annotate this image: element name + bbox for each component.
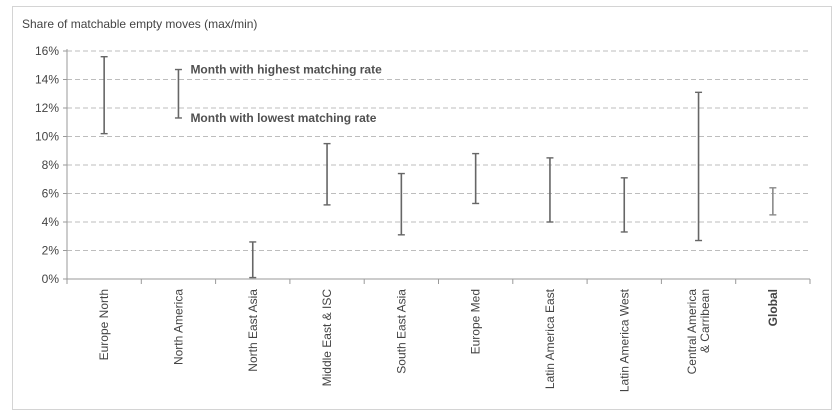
- y-tick-label: 6%: [42, 187, 60, 201]
- category-labels: Europe North North America North East Asia…: [97, 288, 780, 392]
- chart-frame: [12, 6, 832, 410]
- category-label: Europe Med: [469, 289, 483, 354]
- category-label: Global: [766, 289, 780, 326]
- category-label: Latin America East: [543, 288, 557, 389]
- category-label-line: Europe Med: [469, 289, 483, 354]
- y-tick-label: 16%: [35, 44, 59, 58]
- category-label-line: & Carribean: [698, 289, 712, 353]
- y-tick-label: 10%: [35, 130, 59, 144]
- category-label-line: Global: [766, 289, 780, 326]
- range-marks: [100, 56, 777, 279]
- gridlines: [67, 50, 810, 251]
- category-label-line: Central America: [685, 289, 699, 375]
- category-label: Europe North: [97, 289, 111, 360]
- category-label: Latin America West: [617, 288, 631, 392]
- category-label-line: South East Asia: [394, 289, 408, 374]
- category-label-line: Latin America East: [543, 288, 557, 389]
- category-label-line: Latin America West: [617, 288, 631, 392]
- y-tick-label: 0%: [42, 272, 60, 286]
- category-label-line: North America: [171, 289, 185, 365]
- axes: 0% 2% 4% 6% 8% 10% 12% 14% 16%: [35, 44, 811, 286]
- range-mark: [620, 177, 628, 233]
- category-label-line: Middle East & ISC: [320, 289, 334, 387]
- y-tick-label: 4%: [42, 215, 60, 229]
- range-mark: [174, 68, 182, 119]
- range-mark: [397, 172, 405, 236]
- range-mark: [695, 91, 703, 242]
- y-tick-label: 12%: [35, 101, 59, 115]
- chart-title: Share of matchable empty moves (max/min): [22, 17, 258, 31]
- range-mark: [472, 152, 480, 205]
- category-label: North America: [171, 289, 185, 365]
- category-label-line: Europe North: [97, 289, 111, 360]
- category-label: Middle East & ISC: [320, 289, 334, 387]
- range-mark: [546, 157, 554, 223]
- category-label: Central America& Carribean: [685, 289, 712, 375]
- y-tick-label: 8%: [42, 158, 60, 172]
- range-mark: [100, 56, 108, 135]
- y-tick-label: 2%: [42, 244, 60, 258]
- range-mark: [249, 241, 257, 279]
- category-label: North East Asia: [246, 289, 260, 372]
- annotation-label: Month with highest matching rate: [190, 63, 382, 77]
- annotations: Month with highest matching rate Month wi…: [190, 63, 382, 125]
- annotation-label: Month with lowest matching rate: [190, 111, 376, 125]
- category-label-line: North East Asia: [246, 289, 260, 372]
- y-tick-label: 14%: [35, 73, 59, 87]
- range-mark: [323, 142, 331, 206]
- category-label: South East Asia: [394, 289, 408, 374]
- range-mark: [769, 187, 777, 216]
